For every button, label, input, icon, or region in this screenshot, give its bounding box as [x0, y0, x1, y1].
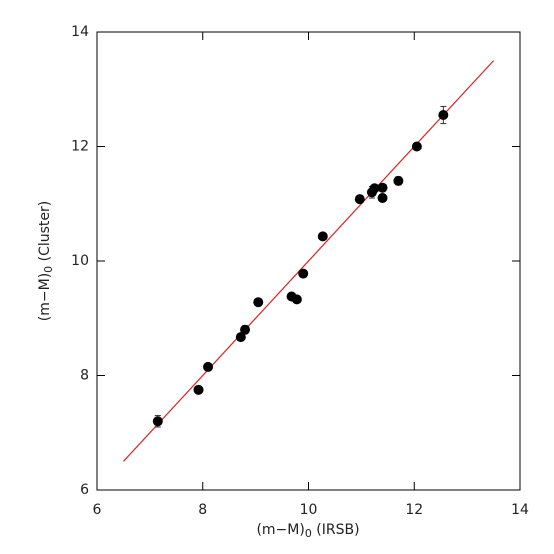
- point: [393, 175, 404, 186]
- point: [354, 194, 365, 205]
- x-tick-label: 14: [511, 502, 529, 518]
- x-label-sub: 0: [305, 527, 312, 540]
- point: [193, 384, 204, 395]
- point: [411, 141, 422, 152]
- x-tick-label: 6: [93, 502, 102, 518]
- x-label-main: (m−M): [256, 522, 304, 538]
- point: [235, 332, 246, 343]
- point: [369, 183, 380, 194]
- x-tick-label: 10: [300, 502, 318, 518]
- y-tick-label: 10: [71, 253, 89, 269]
- point: [438, 110, 449, 121]
- point: [377, 193, 388, 204]
- point: [317, 231, 328, 242]
- point: [253, 297, 264, 308]
- y-tick-label: 8: [80, 368, 89, 384]
- point: [152, 416, 163, 427]
- point: [291, 294, 302, 305]
- point: [377, 182, 388, 193]
- y-axis-label: (m−M)0 (Cluster): [37, 201, 55, 321]
- y-label-rest: (Cluster): [37, 201, 53, 266]
- point: [298, 268, 309, 279]
- x-tick-label: 8: [198, 502, 207, 518]
- x-tick-label: 12: [405, 502, 423, 518]
- y-tick-label: 12: [71, 139, 89, 155]
- y-tick-label: 14: [71, 24, 89, 40]
- y-label-sub: 0: [42, 266, 55, 273]
- y-label-main: (m−M): [37, 273, 53, 321]
- point: [240, 324, 251, 335]
- x-axis-label: (m−M)0 (IRSB): [256, 522, 359, 540]
- y-tick-label: 6: [80, 482, 89, 498]
- fit-line: [122, 60, 495, 462]
- point: [203, 361, 214, 372]
- x-label-rest: (IRSB): [312, 522, 360, 538]
